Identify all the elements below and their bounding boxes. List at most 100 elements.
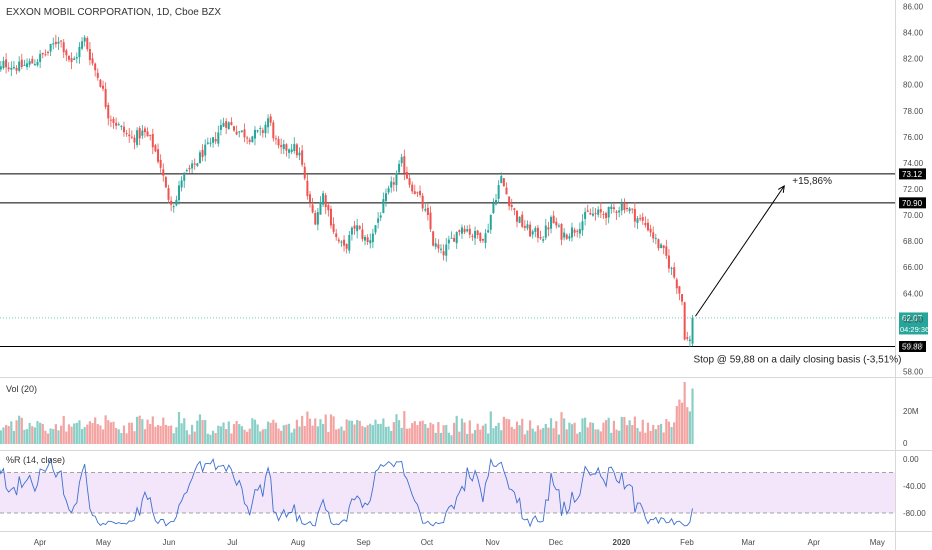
candle-body: [133, 137, 136, 143]
volume-bar: [479, 429, 482, 444]
time-tick-label: 2020: [613, 538, 631, 547]
candle-body: [269, 116, 272, 123]
volume-bar: [387, 426, 390, 444]
volume-bar: [544, 424, 547, 444]
time-tick-label: Jul: [227, 538, 237, 547]
volume-bar: [494, 425, 498, 444]
candle-body: [128, 134, 131, 137]
volume-bar: [4, 424, 8, 444]
volume-bar: [583, 417, 587, 444]
volume-bar: [175, 427, 178, 444]
candle-body: [657, 239, 660, 249]
volume-bar: [235, 421, 238, 444]
volume-bar: [54, 424, 57, 444]
volume-bar: [497, 422, 500, 444]
candle-body: [505, 187, 508, 195]
volume-bar: [397, 420, 401, 444]
price-tick-label: 72.00: [903, 185, 924, 194]
volume-bar: [214, 433, 217, 444]
candle-body: [5, 59, 8, 68]
candle-body: [0, 66, 2, 70]
candle-body: [112, 118, 115, 123]
candle-body: [75, 57, 78, 59]
candle-body: [466, 229, 469, 232]
candle-body: [175, 199, 178, 206]
candle-body: [573, 229, 576, 233]
volume-bar: [487, 433, 490, 444]
volume-bar: [644, 432, 647, 444]
candle-body: [513, 208, 516, 210]
volume-bar: [657, 425, 660, 444]
volume-bar: [395, 414, 398, 444]
candle-body: [264, 124, 267, 134]
candle-body: [33, 64, 36, 66]
candle-body: [542, 239, 545, 241]
candle-body: [196, 163, 199, 166]
volume-bar: [149, 423, 152, 444]
volume-bar: [287, 423, 291, 444]
volume-bar: [36, 421, 39, 444]
volume-bar: [332, 416, 335, 444]
volume-bar: [484, 423, 487, 444]
volume-bar: [594, 429, 597, 444]
candle-body: [280, 145, 283, 148]
volume-bar: [476, 423, 479, 444]
candle-body: [235, 131, 238, 135]
time-tick-label: Nov: [485, 538, 499, 547]
candle-body: [432, 231, 435, 246]
candle-body: [591, 213, 594, 216]
volume-bar: [198, 414, 202, 444]
candle-body: [531, 231, 534, 235]
volume-bar: [379, 423, 382, 444]
volume-bar: [437, 421, 440, 444]
volume-bar: [607, 417, 610, 444]
candle-body: [172, 206, 175, 208]
volume-bar: [125, 433, 128, 444]
volume-bar: [185, 430, 188, 444]
candle-body: [115, 122, 118, 126]
volume-bar: [196, 420, 199, 444]
candle-body: [453, 237, 456, 242]
volume-bar: [122, 425, 126, 444]
candle-body: [62, 42, 65, 53]
volume-bar: [531, 428, 534, 444]
volume-bar: [390, 430, 393, 444]
volume-bar: [460, 418, 464, 444]
volume-bar: [248, 428, 251, 444]
volume-bar: [510, 426, 513, 444]
volume-bar: [308, 418, 312, 444]
candle-body: [319, 202, 322, 215]
time-tick-label: Jun: [163, 538, 176, 547]
volume-bar: [468, 420, 471, 444]
volume-series: [0, 382, 694, 444]
candle-body: [442, 251, 445, 256]
volume-bar: [513, 429, 516, 444]
volume-bar: [18, 415, 21, 444]
volume-bar: [303, 426, 306, 444]
volume-bar: [560, 412, 563, 444]
candle-body: [117, 124, 120, 126]
volume-bar: [141, 419, 144, 444]
volume-bar: [109, 422, 112, 444]
candle-body: [408, 178, 411, 185]
volume-bar: [445, 424, 448, 444]
volume-bar: [31, 426, 34, 444]
candle-body: [314, 213, 317, 225]
volume-bar: [568, 422, 571, 444]
volume-bar: [130, 422, 133, 444]
candle-body: [539, 236, 542, 239]
volume-bar: [83, 427, 86, 444]
volume-bar: [342, 430, 346, 444]
candle-body: [332, 223, 335, 232]
price-tick-label: 74.00: [903, 159, 924, 168]
volume-bar: [314, 418, 317, 444]
projection-arrow-line: [695, 185, 785, 317]
volume-bar: [400, 427, 403, 444]
candle-body: [81, 41, 84, 49]
time-tick-label: Aug: [291, 538, 305, 547]
candle-body: [398, 163, 401, 173]
candle-body: [88, 48, 91, 61]
candle-body: [384, 193, 387, 202]
candle-body: [681, 294, 684, 302]
volume-bar: [67, 424, 71, 444]
